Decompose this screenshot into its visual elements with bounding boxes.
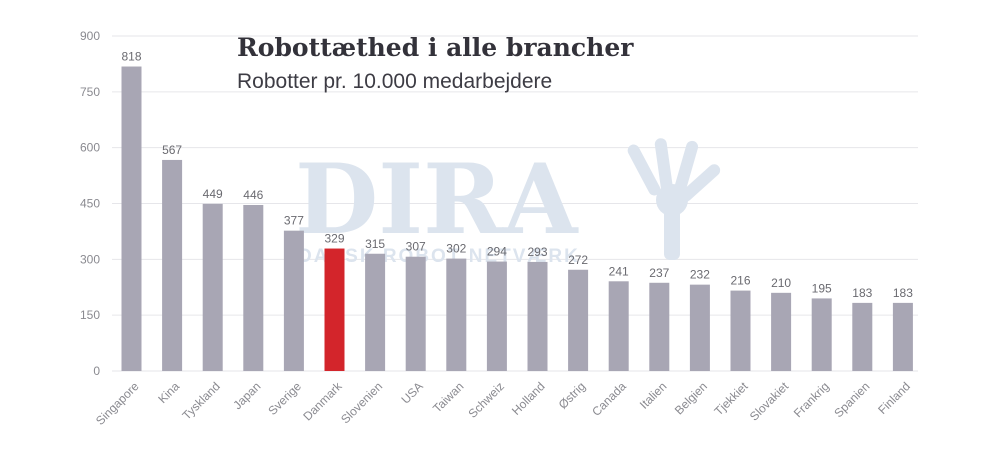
watermark-logo-text: DIRA [295, 143, 579, 256]
data-label: 183 [893, 286, 913, 300]
bar-16 [771, 292, 792, 371]
bar-12 [608, 281, 629, 371]
data-label: 210 [771, 276, 791, 290]
bar-14 [689, 284, 710, 371]
data-label: 377 [284, 214, 304, 228]
x-tick-label: Taiwan [430, 379, 466, 415]
bar-17 [811, 298, 832, 371]
bar-18 [852, 302, 873, 371]
data-label: 272 [568, 253, 588, 267]
watermark-fan-icon [627, 138, 721, 260]
bar-6 [365, 253, 386, 371]
y-tick-label: 600 [80, 141, 100, 155]
chart-subtitle: Robotter pr. 10.000 medarbejdere [237, 70, 552, 93]
y-tick-label: 0 [93, 364, 100, 378]
bar-19 [892, 302, 913, 371]
x-tick-label: Tyskland [179, 379, 222, 422]
bar-9 [486, 261, 507, 371]
data-label: 294 [487, 245, 507, 259]
x-tick-label: Japan [230, 379, 263, 412]
x-tick-label: Slovenien [338, 379, 385, 426]
x-tick-label: Belgien [672, 379, 710, 417]
bar-10 [527, 261, 548, 371]
bar-15 [730, 290, 751, 371]
data-label: 329 [324, 232, 344, 246]
x-tick-label: Finland [875, 379, 913, 417]
x-tick-label: Schweiz [466, 379, 507, 420]
data-label: 307 [406, 240, 426, 254]
x-tick-label: Canada [589, 379, 629, 419]
y-tick-label: 750 [80, 85, 100, 99]
x-tick-label: Kina [155, 379, 182, 406]
x-tick-label: Tjekkiet [711, 379, 751, 419]
bar-7 [405, 256, 426, 371]
x-tick-label: Frankrig [791, 379, 832, 420]
bar-13 [649, 282, 670, 371]
data-label: 302 [446, 242, 466, 256]
data-label: 216 [730, 274, 750, 288]
x-tick-label: Østrig [556, 379, 589, 412]
data-label: 183 [852, 286, 872, 300]
chart-title: Robottæthed i alle brancher [237, 33, 634, 62]
bar-3 [243, 204, 264, 371]
x-tick-label: Sverige [265, 379, 304, 418]
bar-11 [568, 269, 589, 371]
y-axis: 0 150 300 450 600 750 900 [80, 29, 100, 378]
y-tick-label: 300 [80, 252, 100, 266]
y-tick-label: 150 [80, 308, 100, 322]
data-label: 195 [812, 281, 832, 295]
data-label: 237 [649, 266, 669, 280]
x-tick-label: Slovakiet [747, 379, 792, 424]
data-label: 567 [162, 143, 182, 157]
data-label: 232 [690, 268, 710, 282]
bar-4 [283, 230, 304, 371]
data-label: 446 [243, 188, 263, 202]
x-tick-label: Italien [637, 379, 670, 412]
data-label: 818 [121, 50, 141, 64]
data-label: 293 [527, 245, 547, 259]
bar-5 [324, 248, 345, 371]
x-tick-label: Spanien [831, 379, 872, 420]
y-tick-label: 450 [80, 197, 100, 211]
x-tick-label: USA [398, 379, 425, 406]
x-tick-label: Singapore [93, 379, 142, 428]
bar-2 [202, 203, 223, 371]
bar-8 [446, 258, 467, 371]
data-label: 449 [203, 187, 223, 201]
bar-0 [121, 66, 142, 372]
watermark: DIRA DANSK ROBOT NETVÆRK [295, 138, 721, 267]
x-tick-label: Holland [509, 379, 548, 418]
y-tick-label: 900 [80, 29, 100, 43]
data-label: 315 [365, 237, 385, 251]
bar-1 [162, 159, 183, 371]
data-label: 241 [609, 264, 629, 278]
